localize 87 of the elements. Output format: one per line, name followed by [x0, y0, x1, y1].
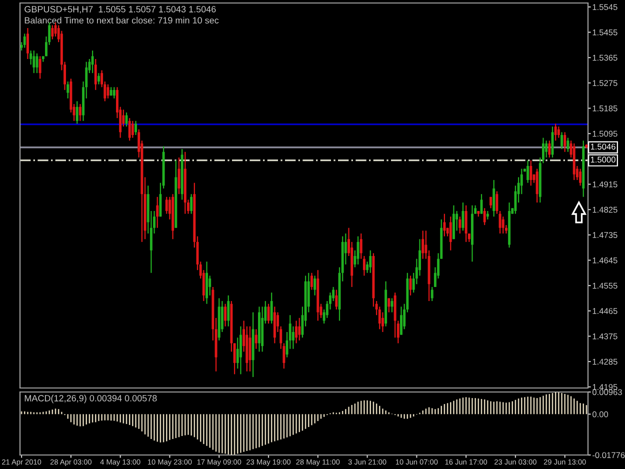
candlestick: [97, 72, 100, 85]
y-tick-label: 1.4465: [592, 308, 618, 314]
chart-title: MACD(12,26,9) 0.00394 0.00578: [24, 394, 157, 404]
candlestick: [545, 140, 548, 158]
y-tick-label: 1.4825: [592, 206, 618, 213]
candlestick: [76, 100, 78, 124]
candlestick: [462, 202, 464, 232]
candlestick: [422, 230, 424, 260]
candlestick: [498, 210, 502, 234]
candlestick: [526, 160, 530, 184]
candlestick: [579, 168, 582, 186]
y-tick-label: -0.01776: [592, 452, 625, 458]
ref-line-label: 1.5000: [590, 156, 616, 163]
candlestick: [131, 120, 134, 138]
candlestick: [248, 326, 252, 372]
candlestick: [190, 194, 193, 214]
candlestick: [566, 137, 570, 152]
candlestick: [295, 320, 298, 344]
candlestick: [356, 236, 360, 266]
candlestick: [388, 298, 390, 313]
candlestick: [156, 196, 159, 228]
candlestick: [564, 132, 566, 152]
y-tick-label: 1.5455: [592, 30, 618, 36]
y-tick-label: 0.00963: [592, 389, 622, 396]
candlestick: [128, 118, 131, 142]
candlestick: [66, 80, 70, 99]
candlestick: [227, 294, 230, 327]
candlestick: [270, 292, 273, 324]
candlestick: [548, 140, 551, 158]
y-tick-label: 1.5095: [592, 130, 618, 137]
y-tick-label: 1.4735: [592, 232, 618, 238]
candlestick: [298, 317, 301, 341]
y-tick-label: 1.4555: [592, 282, 618, 289]
candlestick: [23, 33, 26, 48]
candlestick: [38, 56, 42, 80]
candlestick: [239, 326, 242, 375]
candlestick: [36, 52, 38, 74]
y-tick-label: 1.5275: [592, 80, 618, 86]
candlestick: [560, 132, 563, 150]
candlestick: [94, 58, 97, 91]
candlestick: [112, 86, 116, 99]
y-tick-label: 1.4375: [592, 333, 618, 340]
candlestick: [335, 289, 338, 310]
candlestick: [254, 328, 258, 350]
candlestick: [362, 255, 366, 276]
candlestick: [536, 168, 538, 204]
candlestick: [492, 179, 496, 218]
candlestick: [208, 275, 212, 296]
candlestick: [26, 27, 29, 60]
candlestick: [91, 50, 94, 74]
candlestick: [464, 204, 468, 242]
candlestick: [224, 303, 227, 327]
y-tick-label: 1.5545: [592, 4, 618, 10]
candlestick: [449, 216, 452, 251]
y-tick-label: 1.4645: [592, 257, 618, 264]
candlestick: [496, 190, 498, 214]
candlestick: [530, 160, 532, 186]
candlestick: [443, 213, 446, 237]
candlestick: [369, 250, 372, 274]
candlestick: [134, 120, 137, 136]
y-tick-label: 1.5185: [592, 105, 618, 112]
candlestick: [310, 272, 313, 290]
candlestick: [390, 298, 394, 313]
candlestick: [314, 275, 316, 296]
text: Balanced Time to next bar close: 719 min 10 sec: [24, 16, 219, 24]
candlestick: [483, 208, 486, 226]
candlestick: [165, 196, 168, 214]
candlestick: [32, 50, 36, 74]
candlestick: [502, 216, 504, 234]
candlestick: [106, 84, 110, 99]
candlestick: [458, 216, 462, 234]
candlestick: [557, 126, 560, 138]
ref-line-label: 1.5046: [590, 144, 616, 150]
chart-title: GBPUSD+5H,H7 1.5055 1.5057 1.5043 1.5046: [24, 6, 216, 14]
y-tick-label: 1.4915: [592, 181, 618, 188]
candlestick: [554, 123, 557, 142]
y-tick-label: 1.5365: [592, 54, 618, 61]
y-tick-label: 1.4285: [592, 358, 618, 365]
candlestick: [51, 24, 54, 40]
candlestick: [400, 306, 402, 336]
candlestick: [292, 326, 294, 350]
candlestick: [178, 156, 180, 195]
candlestick: [430, 286, 434, 302]
candlestick: [360, 232, 362, 260]
candlestick: [78, 103, 82, 122]
y-tick-label: 0.00: [592, 411, 608, 418]
y-tick-label: 1.4195: [592, 384, 618, 390]
